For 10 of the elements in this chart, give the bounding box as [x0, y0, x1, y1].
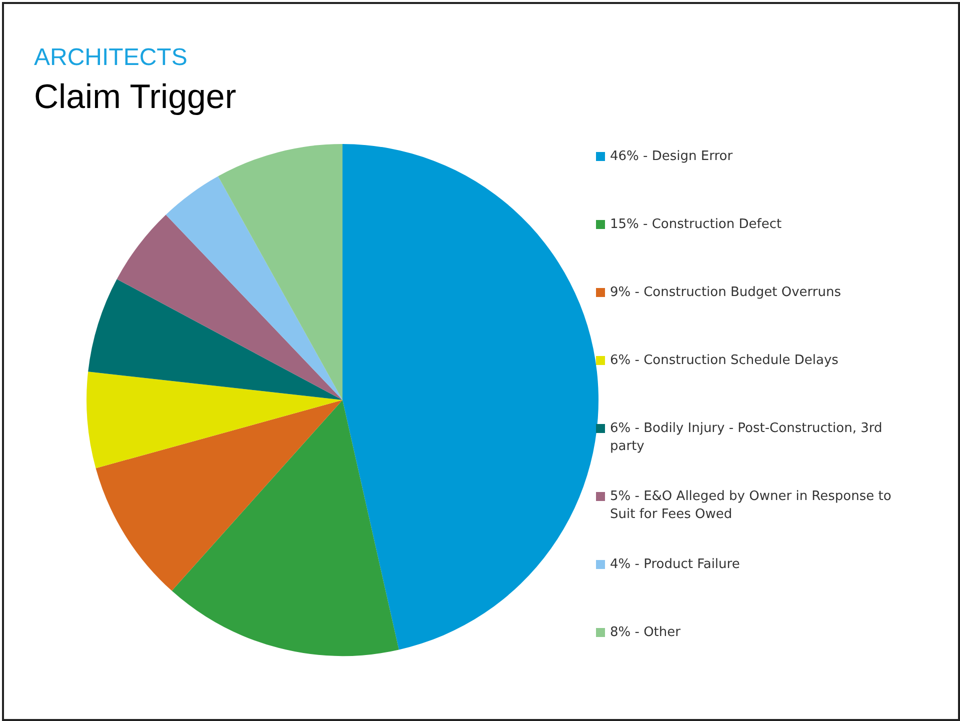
legend-label: 4% - Product Failure [610, 556, 740, 574]
chart-title: Claim Trigger [34, 78, 236, 117]
legend-label: 6% - Construction Schedule Delays [610, 352, 838, 370]
legend-label: 15% - Construction Defect [610, 216, 782, 234]
legend-label: 6% - Bodily Injury - Post-Construction, 3rd party [610, 420, 884, 456]
legend-label: 8% - Other [610, 624, 680, 642]
legend-label: 5% - E&O Alleged by Owner in Response to Suit for Fees Owed [610, 488, 892, 524]
chart-subtitle: ARCHITECTS [34, 44, 188, 72]
legend-label: 9% - Construction Budget Overruns [610, 284, 842, 302]
legend-label: 46% - Design Error [610, 148, 733, 166]
